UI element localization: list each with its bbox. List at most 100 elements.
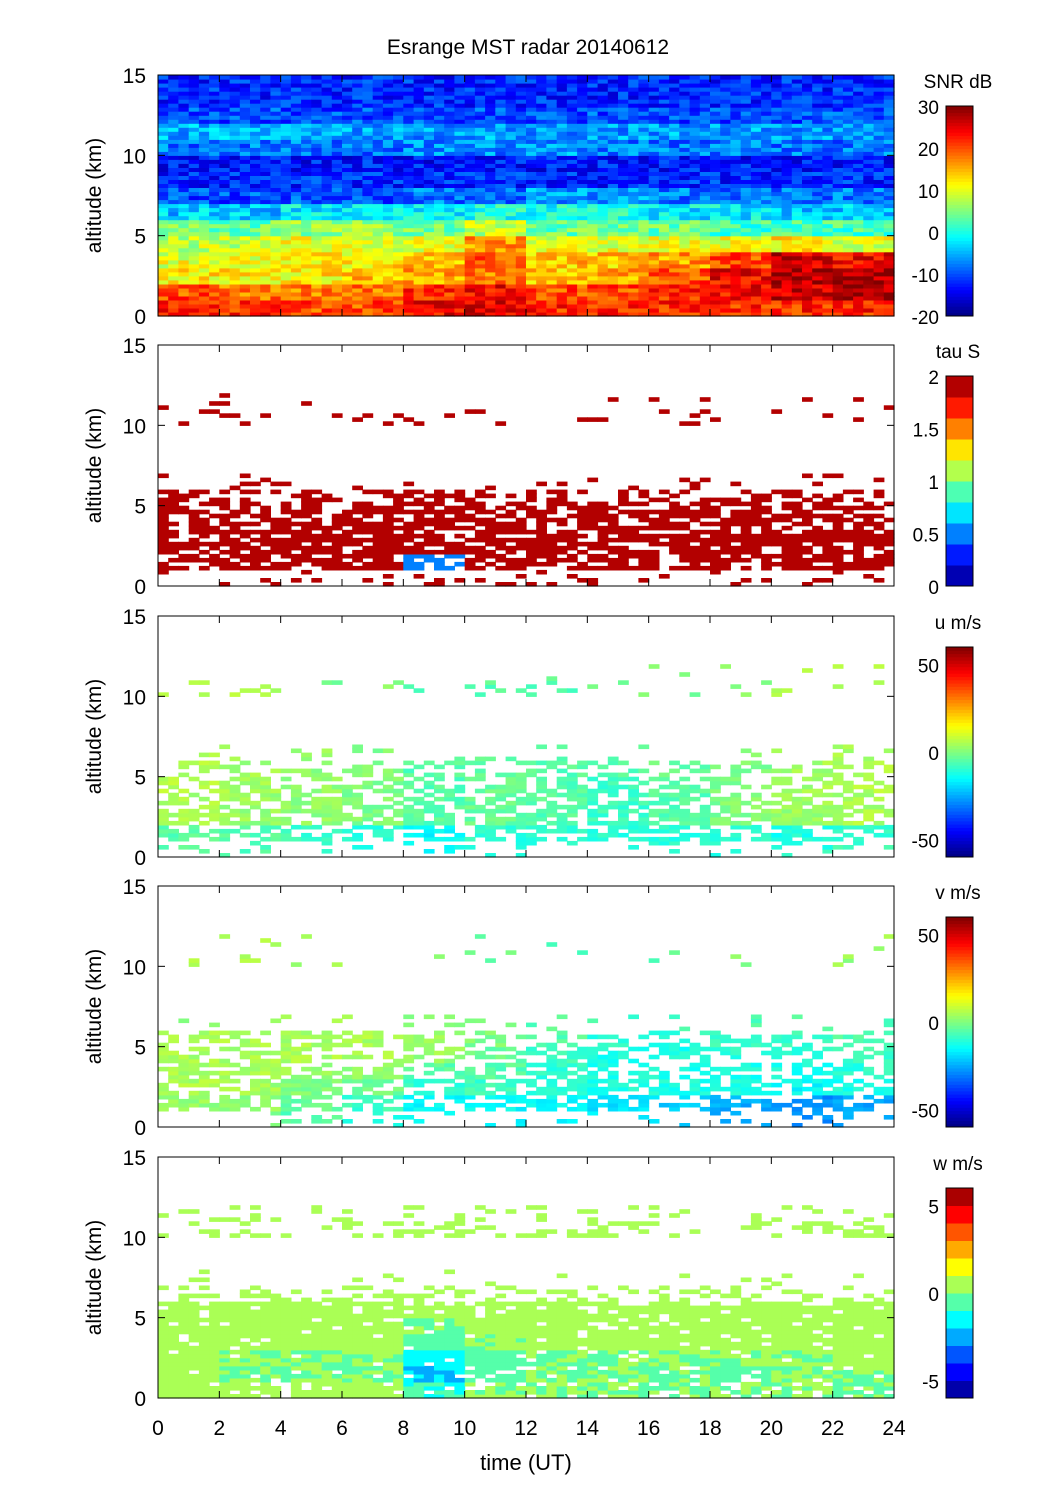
heatmap-cell: [331, 211, 343, 217]
heatmap-cell: [577, 119, 588, 124]
heatmap-cell: [638, 175, 650, 180]
heatmap-cell: [423, 255, 435, 261]
heatmap-cell: [842, 308, 854, 313]
heatmap-cell: [423, 95, 435, 100]
heatmap-cell: [239, 211, 251, 217]
heatmap-cell: [618, 83, 629, 88]
heatmap-cell: [158, 91, 169, 96]
heatmap-cell: [413, 107, 425, 112]
heatmap-cell: [260, 287, 271, 293]
heatmap-cell: [658, 215, 670, 221]
heatmap-cell: [679, 251, 691, 257]
heatmap-cell: [454, 139, 466, 144]
heatmap-cell: [566, 223, 578, 229]
heatmap-cell: [669, 271, 680, 277]
heatmap-cell: [158, 267, 169, 273]
heatmap-cell: [321, 87, 333, 92]
heatmap-cell: [250, 263, 261, 269]
heatmap-cell: [454, 541, 466, 547]
heatmap-cell: [556, 195, 568, 201]
heatmap-cell: [311, 247, 323, 253]
heatmap-cell: [812, 303, 823, 309]
heatmap-cell: [321, 529, 333, 535]
heatmap-cell: [382, 219, 394, 225]
heatmap-cell: [812, 159, 823, 164]
heatmap-cell: [526, 295, 537, 301]
heatmap-cell: [403, 263, 415, 269]
heatmap-cell: [648, 87, 660, 92]
heatmap-cell: [699, 243, 711, 249]
heatmap-cell: [454, 271, 466, 277]
colorbar-swatch: [946, 128, 973, 133]
heatmap-cell: [607, 199, 619, 205]
heatmap-cell: [342, 75, 353, 80]
colorbar-tick-label: -20: [912, 308, 939, 329]
heatmap-cell: [699, 215, 711, 221]
heatmap-cell: [301, 111, 312, 116]
heatmap-cell: [505, 211, 517, 217]
heatmap-cell: [495, 231, 507, 237]
heatmap-cell: [168, 143, 179, 148]
heatmap-cell: [618, 279, 629, 285]
heatmap-cell: [495, 111, 507, 116]
heatmap-cell: [750, 267, 762, 273]
heatmap-cell: [311, 127, 323, 132]
heatmap-cell: [372, 135, 384, 140]
colorbar-swatch: [946, 109, 973, 114]
heatmap-cell: [720, 243, 731, 249]
heatmap-cell: [464, 179, 476, 184]
heatmap-cell: [556, 159, 568, 164]
heatmap-cell: [597, 239, 609, 245]
heatmap-cell: [198, 143, 210, 148]
heatmap-cell: [863, 231, 875, 237]
heatmap-cell: [342, 521, 353, 527]
heatmap-cell: [198, 549, 210, 555]
heatmap-cell: [618, 203, 629, 209]
heatmap-cell: [597, 203, 609, 209]
heatmap-cell: [863, 251, 875, 257]
heatmap-cell: [393, 541, 404, 547]
heatmap-cell: [485, 263, 496, 269]
heatmap-cell: [280, 171, 292, 176]
heatmap-cell: [750, 295, 762, 301]
heatmap-cell: [270, 139, 282, 144]
heatmap-cell: [658, 243, 670, 249]
heatmap-cell: [434, 163, 445, 168]
heatmap-cell: [178, 147, 190, 152]
heatmap-cell: [270, 203, 282, 209]
heatmap-cell: [587, 135, 599, 140]
heatmap-cell: [188, 537, 200, 543]
heatmap-cell: [832, 549, 844, 555]
heatmap-cell: [290, 107, 302, 112]
heatmap-cell: [372, 537, 384, 543]
heatmap-cell: [311, 271, 323, 277]
heatmap-cell: [750, 95, 762, 100]
heatmap-cell: [628, 79, 639, 84]
heatmap-cell: [873, 123, 885, 128]
heatmap-cell: [474, 557, 486, 563]
heatmap-cell: [699, 107, 711, 112]
heatmap-cell: [536, 195, 547, 201]
heatmap-cell: [280, 179, 292, 184]
heatmap-cell: [689, 235, 701, 241]
heatmap-cell: [413, 533, 425, 539]
heatmap-cell: [505, 179, 517, 184]
heatmap-cell: [209, 303, 220, 309]
heatmap-cell: [740, 187, 752, 193]
heatmap-cell: [658, 231, 670, 237]
heatmap-cell: [669, 545, 680, 551]
heatmap-cell: [209, 115, 220, 120]
heatmap-cell: [352, 139, 363, 144]
heatmap-cell: [750, 199, 762, 205]
heatmap-cell: [566, 299, 578, 305]
heatmap-cell: [454, 283, 466, 289]
heatmap-cell: [270, 115, 282, 120]
heatmap-cell: [597, 167, 609, 172]
heatmap-cell: [270, 179, 282, 184]
heatmap-cell: [403, 271, 415, 277]
heatmap-cell: [791, 295, 803, 301]
heatmap-cell: [720, 215, 731, 221]
heatmap-cell: [710, 275, 721, 281]
heatmap-cell: [832, 251, 844, 257]
heatmap-cell: [342, 83, 353, 88]
